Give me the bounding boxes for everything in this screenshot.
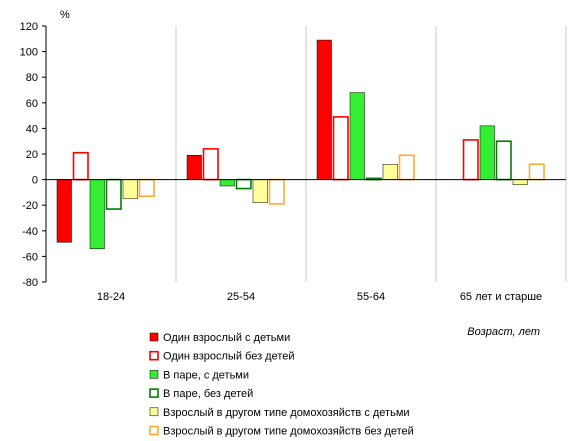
bar-3-3 [349, 92, 365, 180]
legend-label: В паре, с детьми [163, 369, 249, 381]
bar-6-1 [138, 178, 155, 198]
legend-swatch [149, 370, 159, 379]
legend-label: В паре, без детей [163, 388, 253, 400]
bar-5-2 [252, 179, 268, 203]
bar-4-2 [235, 178, 252, 190]
bar-2-3 [332, 116, 349, 181]
y-axis-unit-label: % [60, 9, 70, 21]
bar-1-2 [186, 155, 202, 180]
x-axis-label: Возраст, лет [467, 326, 540, 338]
category-gridlines [175, 26, 567, 282]
y-tick-label: 20 [26, 149, 38, 161]
y-tick-labels: -80 -60 -40 -20 0 20 40 60 80 100 120 [20, 21, 46, 289]
legend-label: Взрослый в другом типе домохозяйств с де… [163, 407, 410, 419]
legend: Один взрослый с детьми Один взрослый без … [149, 332, 414, 438]
bar-5-3 [382, 163, 398, 180]
y-tick-label: 100 [20, 47, 38, 59]
bar-1-3 [316, 39, 332, 180]
bar-4-4 [495, 140, 512, 181]
bar-3-2 [219, 179, 235, 187]
legend-swatch [149, 425, 159, 436]
legend-swatch [149, 388, 159, 398]
bar-5-1 [122, 179, 138, 200]
y-tick-label: 0 [32, 175, 38, 187]
legend-swatch [149, 332, 159, 342]
legend-label: Один взрослый с детьми [163, 332, 290, 344]
y-tick-label: 120 [20, 21, 38, 33]
category-label: 18-24 [97, 291, 125, 303]
category-labels: 18-24 25-54 55-64 65 лет и старше [97, 291, 542, 303]
legend-swatch [149, 407, 159, 417]
y-tick-label: 40 [26, 123, 38, 135]
bar-2-4 [462, 139, 479, 181]
legend-label: Взрослый в другом типе домохозяйств без … [163, 426, 414, 438]
bar-2-1 [72, 151, 89, 181]
legend-label: Один взрослый без детей [163, 351, 295, 363]
category-label: 65 лет и старше [460, 291, 542, 303]
category-label: 25-54 [227, 291, 255, 303]
y-tick-label: 80 [26, 72, 38, 84]
bars-group [56, 39, 545, 249]
bar-3-1 [89, 179, 105, 249]
bar-6-2 [268, 178, 285, 205]
legend-swatch [149, 350, 159, 361]
y-tick-label: -40 [22, 226, 38, 238]
bar-5-4 [512, 179, 528, 185]
bar-1-1 [56, 179, 72, 243]
y-tick-label: 60 [26, 98, 38, 110]
bar-6-4 [528, 163, 545, 181]
y-tick-label: -80 [22, 277, 38, 289]
bar-6-3 [398, 154, 415, 181]
bar-4-1 [105, 178, 122, 210]
category-label: 55-64 [357, 291, 385, 303]
bar-2-2 [202, 148, 219, 181]
y-tick-label: -20 [22, 200, 38, 212]
y-tick-label: -60 [22, 251, 38, 263]
bar-3-4 [479, 125, 495, 180]
